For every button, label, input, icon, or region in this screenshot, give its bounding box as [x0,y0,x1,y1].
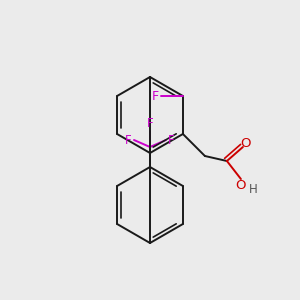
Text: F: F [147,117,153,130]
Text: F: F [125,134,132,146]
Text: F: F [152,89,159,103]
Text: F: F [168,134,175,146]
Text: H: H [248,182,257,196]
Text: O: O [241,136,251,149]
Text: O: O [236,178,246,191]
